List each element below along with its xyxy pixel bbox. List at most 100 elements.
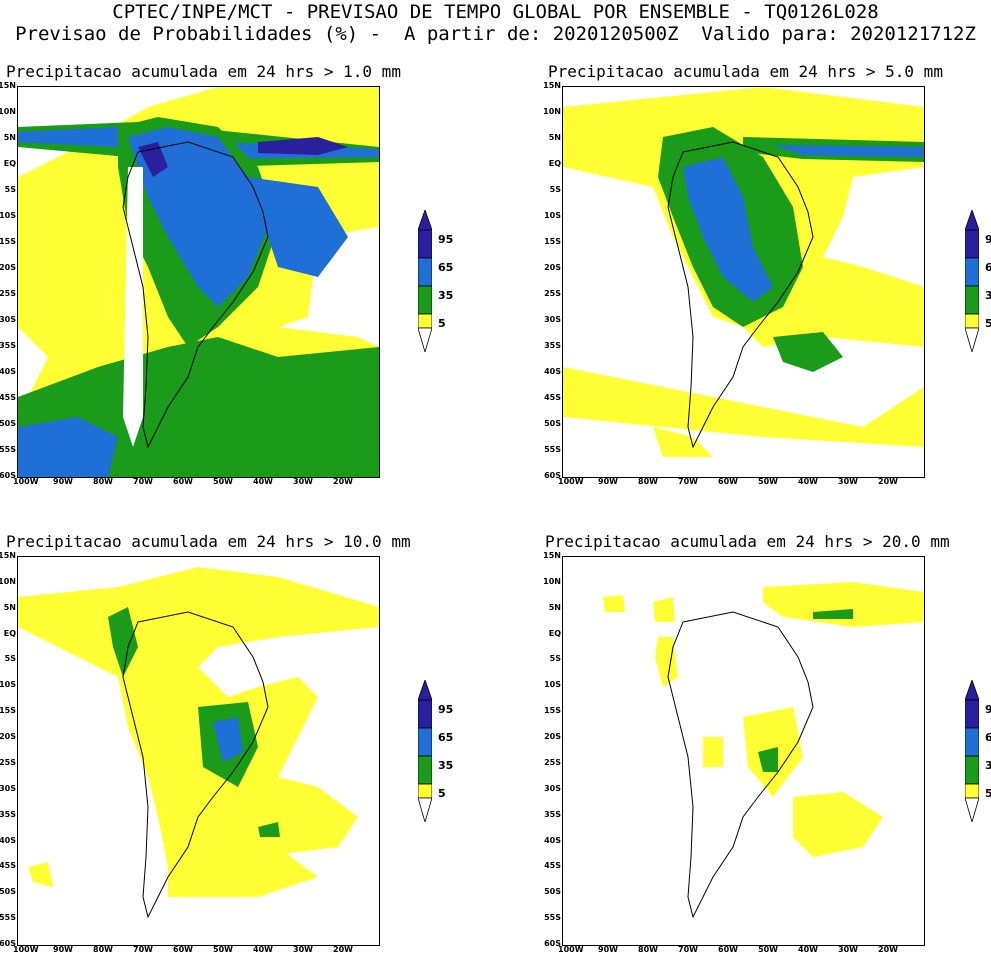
lat-tick-label: 50S xyxy=(544,419,561,428)
lon-tick-label: 50W xyxy=(758,477,778,486)
lat-tick-label: 5S xyxy=(4,185,16,194)
legend-label-65: 65 xyxy=(985,731,991,744)
lon-tick-label: 60W xyxy=(173,477,193,486)
lat-tick-label: 45S xyxy=(0,393,16,402)
lat-tick-label: 20S xyxy=(0,732,16,742)
panel-title: Precipitacao acumulada em 24 hrs > 1.0 m… xyxy=(6,62,401,81)
lon-tick-label: 20W xyxy=(333,945,353,954)
lat-tick-label: 5N xyxy=(548,133,561,142)
lat-tick-label: 35S xyxy=(544,809,561,819)
lat-tick-label: 40S xyxy=(0,835,16,845)
lon-tick-label: 40W xyxy=(798,945,818,954)
legend-label-5: 5 xyxy=(985,317,991,330)
lat-tick-label: 10N xyxy=(0,107,16,116)
lat-tick-label: 30S xyxy=(544,315,561,324)
legend-label-65: 65 xyxy=(985,261,991,274)
lat-tick-label: EQ xyxy=(548,159,561,168)
legend-label-65: 65 xyxy=(438,731,454,744)
lon-tick-label: 40W xyxy=(253,477,273,486)
lat-tick-label: 40S xyxy=(544,835,561,845)
lat-tick-label: 15S xyxy=(0,706,16,716)
lon-tick-label: 70W xyxy=(678,477,698,486)
lon-tick-label: 100W xyxy=(13,945,39,954)
legend-label-5: 5 xyxy=(985,787,991,800)
lat-tick-label: EQ xyxy=(3,628,16,638)
lon-tick-label: 20W xyxy=(878,477,898,486)
lat-tick-label: 10S xyxy=(0,211,16,220)
lat-tick-label: 55S xyxy=(544,913,561,923)
lon-tick-label: 90W xyxy=(598,945,618,954)
lat-tick-label: 45S xyxy=(0,861,16,871)
lat-tick-label: 45S xyxy=(544,393,561,402)
panel-title: Precipitacao acumulada em 24 hrs > 10.0 … xyxy=(6,532,411,551)
lon-tick-label: 100W xyxy=(558,945,584,954)
lat-tick-label: 60S xyxy=(0,939,16,948)
lat-tick-label: 55S xyxy=(0,913,16,923)
lat-tick-label: 20S xyxy=(544,732,561,742)
lat-tick-label: 25S xyxy=(0,757,16,767)
lat-tick-label: 20S xyxy=(0,263,16,272)
lat-tick-label: 60S xyxy=(0,471,16,480)
lon-tick-label: 100W xyxy=(558,477,584,486)
lat-tick-label: 15S xyxy=(0,237,16,246)
lon-tick-label: 20W xyxy=(878,945,898,954)
color-legend: 95 65 35 5 xyxy=(964,678,991,824)
lat-tick-label: 30S xyxy=(0,315,16,324)
lat-tick-label: 40S xyxy=(0,367,16,376)
lat-tick-label: 20S xyxy=(544,263,561,272)
lon-tick-label: 60W xyxy=(173,945,193,954)
legend-label-95: 95 xyxy=(985,703,991,716)
lon-tick-label: 30W xyxy=(838,945,858,954)
probability-map xyxy=(562,556,925,946)
lat-tick-label: 10N xyxy=(543,576,561,586)
lat-tick-label: 15N xyxy=(0,551,16,560)
lat-tick-label: 25S xyxy=(0,289,16,298)
lon-tick-label: 30W xyxy=(838,477,858,486)
lon-tick-label: 50W xyxy=(213,945,233,954)
lat-tick-label: 25S xyxy=(544,757,561,767)
color-legend: 95 65 35 5 xyxy=(417,208,458,354)
lat-tick-label: 5S xyxy=(4,654,16,664)
lon-tick-label: 70W xyxy=(133,945,153,954)
lon-tick-label: 100W xyxy=(13,477,39,486)
lon-tick-label: 80W xyxy=(93,477,113,486)
lat-tick-label: 5S xyxy=(549,185,561,194)
lat-tick-label: 15S xyxy=(544,237,561,246)
legend-label-35: 35 xyxy=(438,289,454,302)
lat-tick-label: 55S xyxy=(0,445,16,454)
lon-tick-label: 50W xyxy=(758,945,778,954)
legend-label-95: 95 xyxy=(438,703,454,716)
lon-tick-label: 80W xyxy=(638,477,658,486)
lat-tick-label: 10N xyxy=(0,576,16,586)
lat-tick-label: 15N xyxy=(543,551,561,560)
lat-tick-label: 35S xyxy=(544,341,561,350)
lon-tick-label: 70W xyxy=(678,945,698,954)
lat-tick-label: 10N xyxy=(543,107,561,116)
lat-tick-label: 5N xyxy=(3,602,16,612)
lon-tick-label: 90W xyxy=(53,477,73,486)
probability-map xyxy=(562,86,925,478)
lon-tick-label: 60W xyxy=(718,477,738,486)
lat-tick-label: 60S xyxy=(544,471,561,480)
lat-tick-label: 50S xyxy=(0,419,16,428)
lat-tick-label: EQ xyxy=(548,628,561,638)
lon-tick-label: 40W xyxy=(253,945,273,954)
lat-tick-label: 15S xyxy=(544,706,561,716)
lat-tick-label: 15N xyxy=(543,81,561,90)
lat-tick-label: 60S xyxy=(544,939,561,948)
color-legend: 95 65 35 5 xyxy=(964,208,991,354)
lon-tick-label: 30W xyxy=(293,477,313,486)
lon-tick-label: 70W xyxy=(133,477,153,486)
legend-label-95: 95 xyxy=(985,233,991,246)
lat-tick-label: 15N xyxy=(0,81,16,90)
lon-tick-label: 20W xyxy=(333,477,353,486)
legend-label-35: 35 xyxy=(985,289,991,302)
legend-label-35: 35 xyxy=(985,759,991,772)
lat-tick-label: 35S xyxy=(0,809,16,819)
header-title-line2: Previsao de Probabilidades (%) - A parti… xyxy=(15,23,976,45)
probability-map xyxy=(17,86,380,478)
lat-tick-label: 10S xyxy=(544,680,561,690)
panel-title: Precipitacao acumulada em 24 hrs > 20.0 … xyxy=(545,532,950,551)
lat-tick-label: 5S xyxy=(549,654,561,664)
lat-tick-label: 25S xyxy=(544,289,561,298)
